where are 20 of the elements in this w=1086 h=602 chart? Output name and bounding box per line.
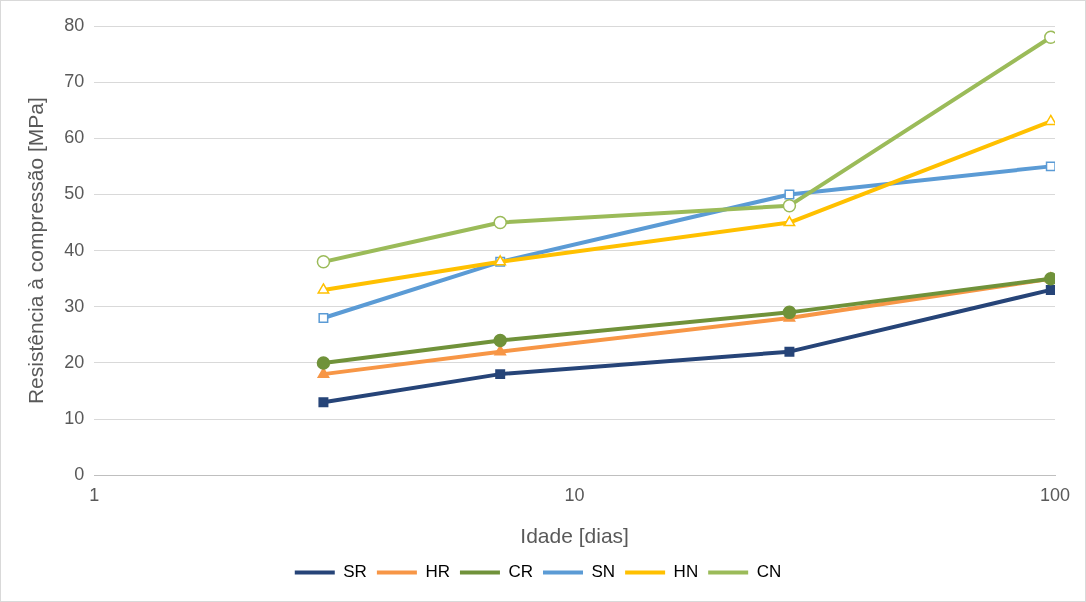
legend-label: HR	[425, 562, 450, 582]
legend-label: SR	[343, 562, 367, 582]
y-tick-label: 0	[74, 464, 85, 485]
y-tick-label: 20	[64, 351, 85, 372]
y-tick-label: 10	[64, 408, 85, 429]
x-tick-label: 1	[89, 484, 100, 505]
legend-label: HN	[673, 562, 699, 582]
y-tick-label: 80	[64, 14, 85, 35]
x-tick-label: 100	[1039, 484, 1071, 505]
legend-label: CN	[756, 562, 782, 582]
y-tick-label: 60	[64, 127, 85, 148]
y-tick-label: 40	[64, 239, 85, 260]
y-tick-label: 50	[64, 183, 85, 204]
y-tick-label: 30	[64, 295, 85, 316]
legend-label: SN	[591, 562, 616, 582]
y-axis-title: Resistência à compressão [MPa]	[24, 97, 48, 405]
legend-label: CR	[508, 562, 534, 582]
x-axis-title: Idade [dias]	[520, 524, 629, 548]
x-tick-label: 10	[564, 484, 585, 505]
y-tick-label: 70	[64, 71, 85, 92]
